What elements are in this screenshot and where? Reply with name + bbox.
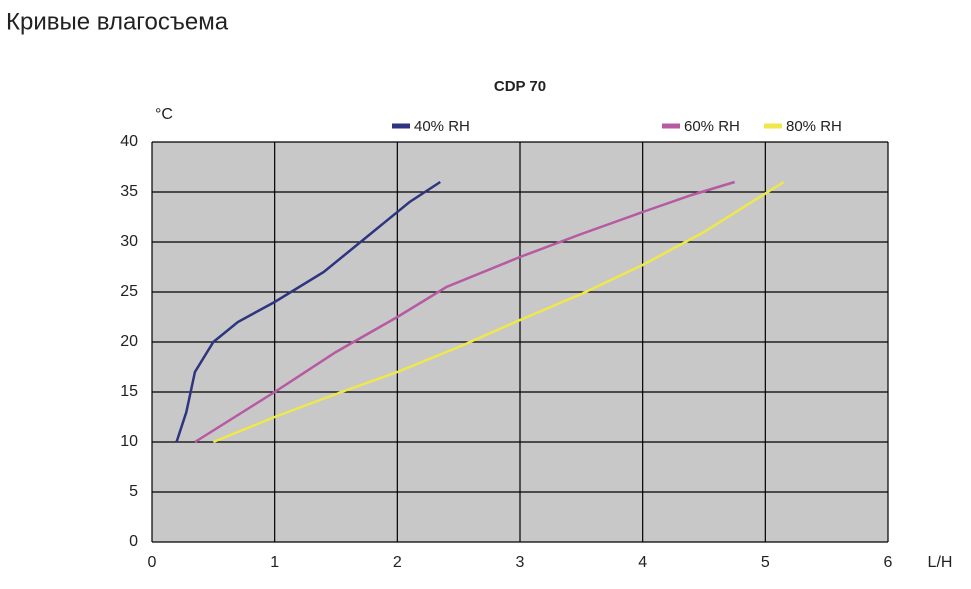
y-tick-label: 35 (120, 183, 138, 200)
y-tick-label: 15 (120, 383, 138, 400)
page-title: Кривые влагосъема (6, 8, 229, 35)
data-line (194, 180, 736, 444)
y-tick-label: 10 (120, 433, 138, 450)
x-tick-label: 5 (761, 554, 770, 571)
data-line (175, 180, 441, 443)
y-tick-label: 5 (129, 483, 138, 500)
legend-label: 80% RH (786, 118, 842, 135)
x-tick-label: 6 (884, 554, 893, 571)
x-tick-label: 0 (148, 554, 157, 571)
x-tick-label: 1 (270, 554, 279, 571)
legend-label: 60% RH (684, 118, 740, 135)
y-tick-label: 30 (120, 233, 138, 250)
chart-title: CDP 70 (494, 78, 546, 95)
x-axis-label: L/H (928, 554, 953, 571)
x-tick-label: 3 (516, 554, 525, 571)
y-axis-label: °C (155, 106, 173, 123)
legend-label: 40% RH (414, 118, 470, 135)
y-tick-label: 0 (129, 533, 138, 550)
y-tick-label: 20 (120, 333, 138, 350)
y-tick-label: 40 (120, 133, 138, 150)
x-tick-label: 2 (393, 554, 402, 571)
data-line (212, 180, 785, 444)
x-tick-label: 4 (638, 554, 647, 571)
y-tick-label: 25 (120, 283, 138, 300)
